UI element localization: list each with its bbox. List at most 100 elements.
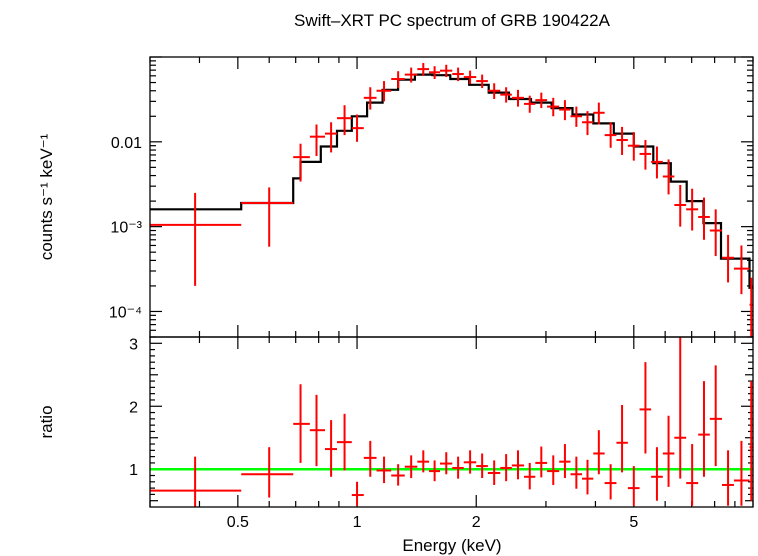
model-step-line bbox=[150, 73, 753, 289]
ratio-data-point bbox=[535, 446, 548, 478]
ratio-data-point bbox=[511, 450, 524, 480]
spectrum-y-axis-label: counts s⁻¹ keV⁻¹ bbox=[37, 133, 56, 260]
spectrum-data-point bbox=[476, 74, 488, 89]
spectrum-data-point bbox=[709, 209, 722, 257]
spectrum-data-point bbox=[336, 105, 352, 136]
spectrum-data-point bbox=[500, 87, 512, 103]
spectrum-data-point bbox=[535, 92, 548, 109]
ratio-data-point bbox=[559, 444, 571, 479]
spectrum-data-point bbox=[593, 102, 605, 125]
ratio-data-point bbox=[721, 450, 734, 506]
ratio-data-point bbox=[627, 466, 640, 506]
ratio-data-point bbox=[293, 384, 310, 463]
spectrum-data-point bbox=[429, 66, 440, 80]
ratio-data-point bbox=[404, 455, 418, 479]
ratio-data-point bbox=[523, 462, 536, 490]
spectrum-data-point bbox=[616, 126, 628, 155]
spectrum-data-points bbox=[150, 62, 753, 337]
ratio-y-tick-label: 1 bbox=[129, 462, 138, 479]
ratio-data-point bbox=[582, 459, 594, 495]
spectrum-data-point bbox=[721, 234, 734, 283]
ratio-data-point bbox=[604, 464, 617, 500]
spectrum-data-point bbox=[639, 140, 652, 170]
x-tick-label: 0.5 bbox=[227, 514, 249, 531]
ratio-data-point bbox=[709, 365, 722, 467]
spectrum-y-tick-label: 10⁻³ bbox=[110, 220, 142, 237]
spectrum-data-point bbox=[651, 146, 663, 179]
ratio-y-tick-label: 2 bbox=[129, 399, 138, 416]
spectrum-data-point bbox=[733, 245, 750, 295]
ratio-data-point bbox=[439, 452, 453, 475]
x-tick-label: 2 bbox=[472, 514, 481, 531]
spectrum-frame bbox=[149, 56, 754, 338]
spectrum-data-point bbox=[582, 111, 594, 136]
spectrum-data-point bbox=[570, 106, 583, 127]
spectrum-data-point bbox=[309, 124, 325, 157]
spectrum-data-point bbox=[511, 89, 524, 107]
spectrum-data-point bbox=[487, 83, 501, 99]
ratio-data-point bbox=[150, 456, 242, 507]
spectrum-data-point bbox=[150, 192, 242, 286]
spectrum-data-point bbox=[698, 197, 710, 240]
x-tick-label: 5 bbox=[629, 514, 638, 531]
ratio-data-point bbox=[363, 440, 377, 477]
ratio-data-point bbox=[674, 337, 687, 479]
ratio-data-point bbox=[570, 456, 583, 489]
spectrum-data-point bbox=[324, 122, 337, 153]
ratio-data-point bbox=[651, 447, 663, 501]
spectrum-data-point bbox=[351, 114, 364, 142]
spectrum-data-point bbox=[463, 70, 477, 85]
ratio-data-point bbox=[547, 455, 560, 485]
ratio-data-point bbox=[593, 430, 605, 475]
ratio-data-point bbox=[309, 394, 325, 467]
x-tick-label: 1 bbox=[353, 514, 362, 531]
spectrum-data-point bbox=[293, 143, 310, 182]
ratio-data-point bbox=[616, 405, 628, 473]
ratio-data-point bbox=[241, 447, 294, 498]
spectrum-data-point bbox=[674, 184, 687, 227]
ratio-y-axis-label: ratio bbox=[37, 405, 56, 438]
ratio-data-point bbox=[662, 415, 675, 487]
ratio-data-point bbox=[452, 456, 464, 479]
ratio-data-point bbox=[351, 481, 364, 506]
ratio-data-point bbox=[487, 460, 501, 485]
spectrum-data-point bbox=[391, 71, 405, 89]
ratio-panel: 1 2 3 bbox=[129, 336, 754, 508]
chart-title: Swift–XRT PC spectrum of GRB 190422A bbox=[294, 11, 611, 30]
spectrum-panel: 0.01 10⁻³ 10⁻⁴ bbox=[109, 56, 754, 338]
spectrum-data-point bbox=[363, 87, 377, 110]
ratio-data-point bbox=[417, 450, 430, 473]
ratio-data-point bbox=[500, 454, 512, 482]
x-axis-label: Energy (keV) bbox=[402, 536, 501, 555]
ratio-data-point bbox=[336, 413, 352, 471]
spectrum-data-point bbox=[547, 97, 560, 117]
ratio-frame bbox=[149, 336, 754, 508]
spectrum-y-tick-label: 0.01 bbox=[111, 135, 142, 152]
ratio-y-tick-label: 3 bbox=[129, 336, 138, 353]
model-curve bbox=[150, 73, 753, 289]
ratio-data-points bbox=[150, 337, 753, 507]
ratio-data-point bbox=[429, 460, 440, 482]
spectrum-data-point bbox=[523, 95, 536, 113]
ratio-data-point bbox=[733, 440, 750, 506]
spectrum-y-tick-label: 10⁻⁴ bbox=[109, 304, 142, 321]
spectrum-data-point bbox=[417, 62, 430, 76]
ratio-data-point bbox=[639, 362, 652, 454]
spectrum-data-point bbox=[452, 67, 464, 82]
spectrum-data-point bbox=[559, 100, 571, 121]
spectrum-data-point bbox=[376, 81, 392, 102]
spectrum-data-point bbox=[604, 122, 617, 148]
spectrum-data-point bbox=[404, 67, 418, 83]
spectrum-ticks: 0.01 10⁻³ 10⁻⁴ bbox=[109, 56, 754, 338]
spectrum-data-point bbox=[662, 159, 675, 195]
ratio-data-point bbox=[324, 420, 337, 477]
spectrum-data-point bbox=[439, 64, 453, 78]
ratio-data-point bbox=[686, 444, 699, 506]
ratio-data-point bbox=[376, 456, 392, 484]
spectrum-data-point bbox=[627, 132, 640, 161]
ratio-data-point bbox=[463, 450, 477, 474]
ratio-data-point bbox=[391, 464, 405, 486]
spectrum-data-point bbox=[686, 188, 699, 231]
x-tick-labels: 0.5 1 2 5 bbox=[227, 514, 639, 531]
